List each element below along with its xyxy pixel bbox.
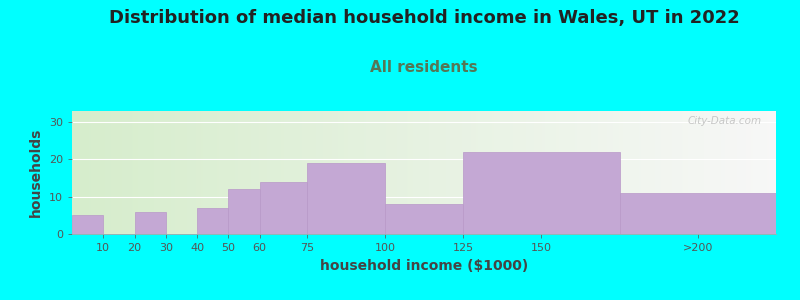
Bar xyxy=(229,189,260,234)
Bar xyxy=(134,212,166,234)
Text: City-Data.com: City-Data.com xyxy=(688,116,762,126)
Bar xyxy=(385,204,463,234)
Bar xyxy=(463,152,619,234)
Bar xyxy=(197,208,229,234)
Bar xyxy=(619,193,776,234)
Bar xyxy=(260,182,306,234)
Text: Distribution of median household income in Wales, UT in 2022: Distribution of median household income … xyxy=(109,9,739,27)
Y-axis label: households: households xyxy=(30,128,43,217)
Text: All residents: All residents xyxy=(370,60,478,75)
Bar xyxy=(306,163,385,234)
X-axis label: household income ($1000): household income ($1000) xyxy=(320,259,528,273)
Bar xyxy=(72,215,103,234)
